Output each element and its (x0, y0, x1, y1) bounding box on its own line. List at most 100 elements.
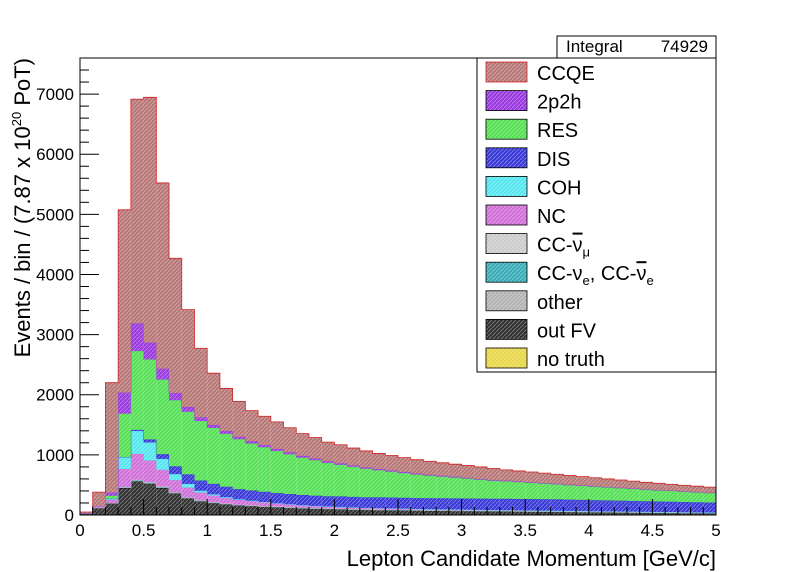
stats-box: Integral 74929 (556, 35, 717, 59)
bar-ccqe (677, 485, 691, 492)
bar-out-fv (296, 508, 309, 515)
bar-2p2h (359, 467, 373, 469)
bar-dis (169, 466, 182, 475)
bar-out-fv (626, 512, 640, 515)
bar-res (499, 481, 513, 499)
bar-ccqe (614, 480, 627, 488)
x-tick-label: 4.5 (641, 521, 665, 540)
bar-ccqe (652, 483, 666, 490)
bar-dis (652, 501, 666, 512)
legend-item-2p2h: 2p2h (485, 90, 582, 114)
bar-dis (461, 498, 475, 510)
bar-dis (181, 474, 195, 484)
bar-res (143, 359, 157, 440)
bar-nc (296, 505, 309, 508)
bar-2p2h (245, 441, 259, 444)
bar-2p2h (156, 368, 170, 380)
bar-out-fv (219, 504, 233, 515)
bar-dis (258, 491, 271, 503)
bar-out-fv (652, 512, 666, 515)
bar-nc (398, 508, 411, 510)
bar-res (334, 464, 348, 497)
bar-res (245, 443, 259, 491)
bar-res (321, 462, 335, 497)
bar-out-fv (258, 506, 271, 515)
bar-ccqe (207, 373, 220, 425)
y-tick-label: 3000 (36, 326, 74, 345)
bar-nc (118, 468, 131, 488)
bar-out-fv (283, 507, 297, 515)
x-tick-label: 2 (330, 521, 339, 540)
bar-2p2h (118, 392, 131, 414)
y-tick-label: 4000 (36, 265, 74, 284)
bar-dis (321, 496, 335, 507)
legend-swatch (485, 204, 528, 226)
x-axis-label: Lepton Candidate Momentum [GeV/c] (347, 546, 716, 571)
y-tick-label: 2000 (36, 386, 74, 405)
x-tick-label: 0.5 (132, 521, 156, 540)
bar-res (130, 351, 144, 430)
bar-out-fv (372, 510, 386, 515)
legend-item-res: RES (485, 118, 578, 142)
bar-ccqe (283, 427, 297, 453)
bar-2p2h (270, 448, 284, 451)
stats-integral-label: Integral (566, 37, 623, 56)
bar-nc (423, 509, 437, 511)
bar-out-fv (537, 511, 551, 515)
bar-out-fv (347, 509, 360, 515)
bar-res (461, 478, 475, 499)
bar-out-fv (563, 511, 577, 515)
x-tick-label: 0 (75, 521, 84, 540)
legend-item-other: other (485, 290, 583, 314)
x-tick-label: 4 (584, 521, 593, 540)
bar-res (169, 400, 182, 467)
bar-dis (525, 499, 538, 511)
bar-nc (181, 487, 195, 498)
y-axis-label-exponent: 20 (9, 112, 24, 126)
bar-coh (194, 490, 208, 493)
bar-coh (156, 458, 170, 470)
legend-item-cc-numubar: CC-νμ (485, 233, 590, 260)
bar-dis (601, 500, 615, 512)
bar-res (347, 466, 360, 497)
bar-coh (105, 498, 119, 500)
bar-dis (270, 493, 284, 504)
bar-out-fv (181, 498, 195, 515)
bar-nc (232, 499, 246, 505)
histogram-bars (79, 96, 716, 516)
bar-nc (436, 509, 449, 511)
bar-ccqe (232, 401, 246, 437)
bar-ccqe (270, 421, 284, 449)
legend-swatch (485, 90, 528, 111)
bar-res (423, 475, 437, 499)
bar-nc (207, 495, 220, 503)
bar-dis (423, 498, 437, 510)
bar-ccqe (181, 309, 195, 408)
bar-out-fv (169, 493, 182, 515)
bar-ccqe (487, 468, 500, 481)
bar-ccqe (639, 482, 653, 490)
bar-out-fv (245, 505, 259, 515)
bar-out-fv (92, 507, 106, 515)
bar-nc (385, 508, 398, 510)
bar-ccqe (385, 455, 398, 471)
stats-integral-value: 74929 (661, 37, 708, 56)
bar-2p2h (143, 342, 157, 360)
bar-res (398, 473, 411, 498)
bar-2p2h (347, 465, 360, 467)
bar-out-fv (156, 487, 170, 515)
bar-dis (626, 500, 640, 512)
bar-res (563, 485, 577, 500)
bar-ccqe (258, 416, 271, 446)
bar-ccqe (550, 474, 564, 484)
bar-2p2h (105, 492, 119, 496)
bar-dis (296, 494, 309, 506)
bar-ccqe (703, 487, 716, 493)
y-tick-label: 5000 (36, 205, 74, 224)
bar-ccqe (423, 461, 437, 475)
bar-nc (372, 508, 386, 510)
legend-label: COH (537, 177, 581, 199)
bar-dis (512, 498, 526, 511)
bar-dis (537, 499, 551, 511)
bar-2p2h (321, 461, 335, 463)
